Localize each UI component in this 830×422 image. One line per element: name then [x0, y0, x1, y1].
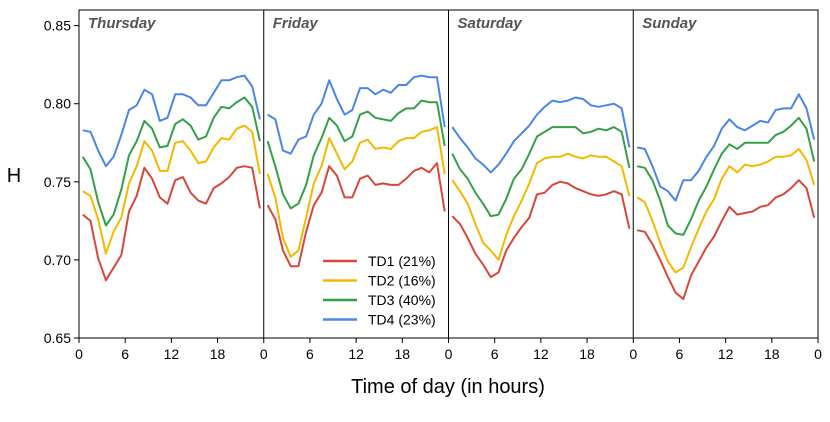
axis-ticks	[74, 25, 819, 343]
x-tick-label: 12	[718, 346, 734, 362]
legend-label-td2: TD2 (16%)	[368, 273, 436, 289]
series-line-td2-saturday	[451, 152, 631, 261]
series-line-td4-thursday	[82, 74, 261, 168]
x-tick-label: 0	[260, 346, 268, 362]
series-line-td3-thursday	[81, 96, 261, 227]
series-line-td1-saturday	[451, 180, 631, 279]
x-tick-label: 12	[533, 346, 549, 362]
series-line-td2-sunday	[636, 148, 816, 274]
x-tick-label: 6	[306, 346, 314, 362]
day-label-saturday: Saturday	[458, 15, 523, 32]
y-tick-label: 0.75	[44, 174, 71, 190]
series-line-td3-sunday	[636, 116, 816, 236]
day-label-friday: Friday	[273, 15, 319, 32]
series-line-td2-thursday	[82, 124, 261, 255]
tick-labels: 0.65 0.70 0.75 0.80 0.85 0 6 12 18 0 6 12 18 0 6 12 18 0 6…	[44, 18, 822, 362]
legend-label-td1: TD1 (21%)	[368, 253, 436, 269]
series-line-td4-friday	[267, 74, 446, 155]
x-axis-title: Time of day (in hours)	[351, 376, 545, 398]
x-tick-label: 6	[676, 346, 684, 362]
series-line-td1-thursday	[82, 165, 261, 282]
x-tick-label: 0	[629, 346, 637, 362]
x-tick-label: 18	[764, 346, 780, 362]
series-line-td3-saturday	[451, 126, 631, 218]
series-line-td1-sunday	[636, 179, 816, 300]
plot-frame	[78, 9, 819, 339]
series-line-td4-saturday	[451, 96, 631, 174]
x-tick-label: 12	[164, 346, 180, 362]
y-tick-label: 0.65	[44, 330, 71, 346]
x-tick-label: 6	[491, 346, 499, 362]
x-tick-label: 6	[121, 346, 129, 362]
x-tick-label: 0	[75, 346, 83, 362]
series-lines	[81, 74, 816, 300]
x-tick-label: 0	[445, 346, 453, 362]
y-tick-label: 0.80	[44, 96, 71, 112]
series-line-td3-friday	[266, 99, 446, 210]
x-tick-label: 18	[210, 346, 226, 362]
legend: TD1 (21%) TD2 (16%) TD3 (40%) TD4 (23%)	[323, 253, 436, 328]
x-tick-label: 18	[395, 346, 411, 362]
legend-label-td4: TD4 (23%)	[368, 312, 436, 328]
x-tick-label: 18	[579, 346, 595, 362]
series-line-td1-friday	[266, 162, 446, 268]
x-tick-label: 12	[348, 346, 364, 362]
y-tick-label: 0.85	[44, 18, 71, 34]
day-labels: Thursday Friday Saturday Sunday	[88, 15, 697, 32]
x-tick-label: 0	[814, 346, 822, 362]
legend-label-td3: TD3 (40%)	[368, 292, 436, 308]
series-line-td2-friday	[266, 126, 446, 258]
series-line-td4-sunday	[636, 93, 816, 202]
day-label-sunday: Sunday	[642, 15, 697, 32]
day-label-thursday: Thursday	[88, 15, 156, 32]
y-tick-label: 0.70	[44, 252, 71, 268]
y-axis-title: H	[7, 165, 21, 187]
